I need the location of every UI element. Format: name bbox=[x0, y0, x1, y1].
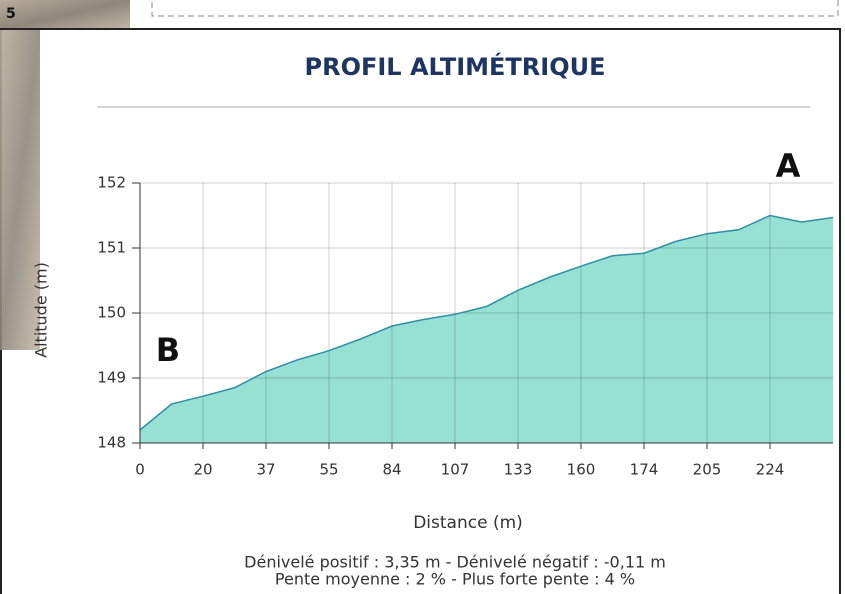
x-tick-label: 37 bbox=[256, 461, 275, 479]
x-tick-label: 133 bbox=[504, 461, 533, 479]
x-tick-label: 160 bbox=[567, 461, 596, 479]
y-tick-label: 151 bbox=[97, 239, 126, 257]
badge: 5 bbox=[6, 6, 16, 22]
x-tick-label: 84 bbox=[382, 461, 401, 479]
area bbox=[140, 215, 833, 443]
x-axis-label: Distance (m) bbox=[413, 513, 523, 533]
annotation: A bbox=[776, 147, 801, 185]
x-tick-label: 174 bbox=[630, 461, 659, 479]
y-tick-label: 152 bbox=[97, 174, 126, 192]
photo bbox=[0, 30, 40, 350]
x-tick-label: 224 bbox=[756, 461, 785, 479]
annotation: B bbox=[156, 331, 180, 369]
chart-title: PROFIL ALTIMÉTRIQUE bbox=[305, 52, 606, 81]
dashed-box bbox=[151, 0, 839, 17]
y-tick-label: 150 bbox=[97, 304, 126, 322]
footer-line: Dénivelé positif : 3,35 m - Dénivelé nég… bbox=[244, 553, 666, 572]
y-axis-label: Altitude (m) bbox=[32, 262, 51, 358]
photo bbox=[0, 0, 130, 30]
x-tick-label: 205 bbox=[693, 461, 722, 479]
chart: 148 149 150 151 152 0 20 37 55 84 107 133 160 174 205 2… bbox=[97, 174, 834, 479]
footer-line: Pente moyenne : 2 % - Plus forte pente :… bbox=[275, 570, 635, 589]
y-tick-label: 149 bbox=[97, 369, 126, 387]
x-tick-label: 20 bbox=[193, 461, 212, 479]
y-tick-label: 148 bbox=[97, 434, 126, 452]
x-tick-label: 55 bbox=[319, 461, 338, 479]
x-tick-label: 0 bbox=[135, 461, 145, 479]
line bbox=[139, 214, 834, 431]
x-tick-label: 107 bbox=[441, 461, 470, 479]
